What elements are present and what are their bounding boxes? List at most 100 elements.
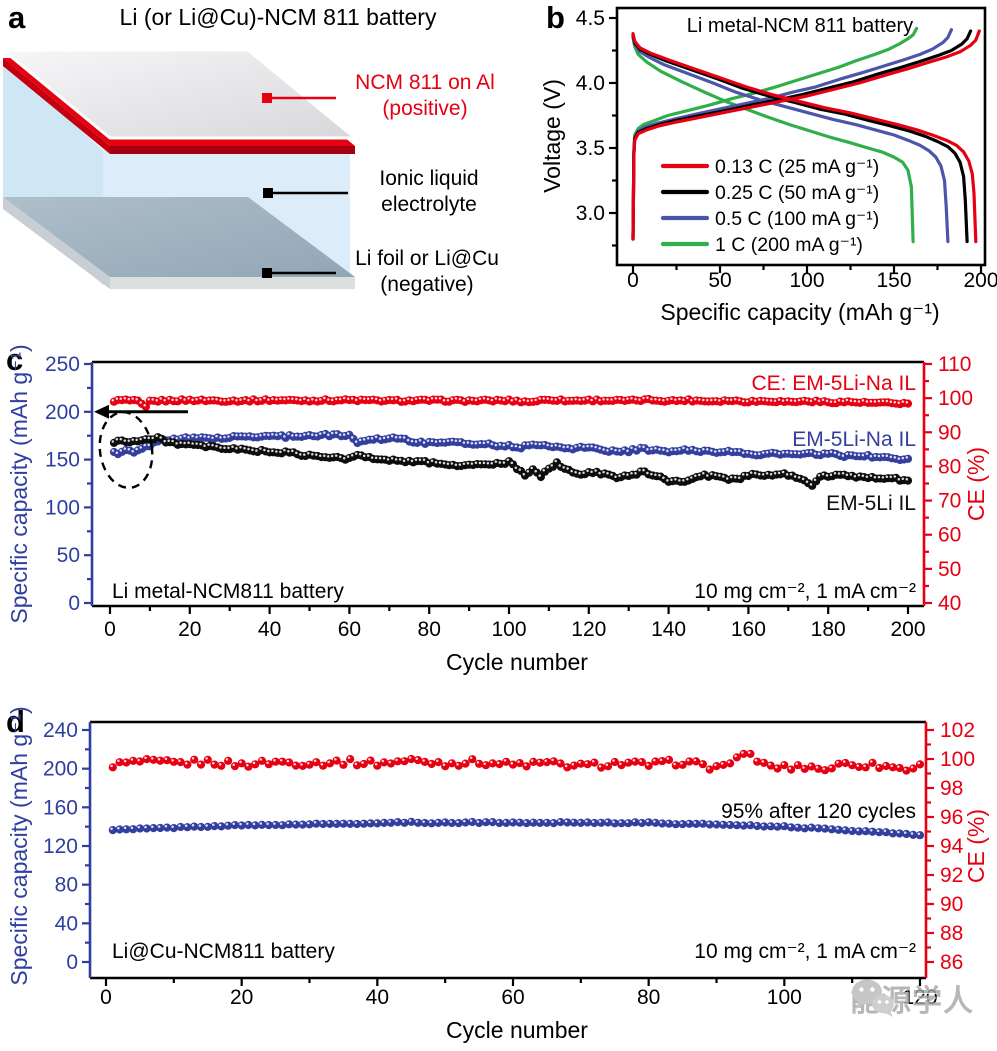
x-tick-label: 80	[418, 618, 441, 641]
right-axis-title: CE (%)	[963, 809, 989, 883]
cathode-front-edge	[110, 146, 355, 154]
right-axis-ticks	[926, 728, 934, 964]
cathode-left-edge	[3, 58, 110, 154]
right-tick-label: 80	[938, 455, 961, 478]
left-arrow-head	[94, 404, 109, 419]
right-tick-label: 86	[940, 951, 963, 974]
cycling-chart-li-cu: 0 20 40 60 80 100 120 Cycle number 0 40 80 120 160 20…	[6, 706, 989, 1043]
legend: 0.13 C (25 mA g⁻¹) 0.25 C (50 mA g⁻¹) 0.5 …	[660, 156, 879, 256]
right-tick-label: 92	[940, 864, 963, 887]
left-tick-label: 240	[43, 719, 78, 742]
panel-letter-b: b	[546, 0, 565, 35]
x-tick-label: 150	[876, 269, 911, 292]
left-axis-ticks	[84, 362, 92, 605]
marker-negative	[262, 268, 272, 278]
annotation-label_blue: EM-5Li-Na IL	[792, 428, 916, 451]
right-tick-label: 90	[940, 893, 963, 916]
panel-letter-d: d	[6, 704, 25, 739]
x-axis-ticks	[631, 265, 983, 273]
x-axis-ticks	[108, 606, 910, 614]
left-axis-title: Specific capacity (mAh g⁻¹)	[6, 344, 32, 623]
x-tick-label: 80	[637, 986, 660, 1009]
wechat-watermark: 能源学人	[850, 966, 997, 1030]
x-tick-label: 100	[491, 618, 526, 641]
voltage-capacity-chart: 0 50 100 150 200 Specific capacity (mAh g⁻¹) 3…	[540, 6, 997, 325]
x-tick-label: 200	[963, 269, 997, 292]
series-capacity-li-cu	[108, 817, 925, 840]
annotation-label_black: EM-5Li IL	[826, 492, 916, 515]
x-axis-title: Specific capacity (mAh g⁻¹)	[660, 299, 939, 325]
label-negative: Li foil or Li@Cu (negative)	[338, 246, 516, 298]
label-positive: NCM 811 on Al (positive)	[338, 70, 512, 122]
annotation-retention: 95% after 120 cycles	[721, 800, 916, 823]
x-tick-label: 200	[890, 618, 925, 641]
annotation-conditions: 10 mg cm⁻², 1 mA cm⁻²	[694, 580, 916, 603]
left-tick-label: 150	[45, 449, 80, 472]
legend-label: 0.5 C (100 mA g⁻¹)	[715, 208, 879, 230]
x-tick-label: 40	[366, 986, 389, 1009]
anode-left-edge	[3, 197, 110, 289]
series-capacity-em-5li-na	[109, 429, 913, 465]
x-tick-label: 20	[230, 986, 253, 1009]
right-axis-title: CE (%)	[963, 447, 989, 521]
right-tick-label: 100	[938, 387, 973, 410]
right-tick-label: 94	[940, 835, 964, 858]
y-axis-ticks	[609, 16, 617, 247]
y-axis-title: Voltage (V)	[540, 79, 565, 193]
x-tick-label: 180	[811, 618, 846, 641]
marker-positive	[262, 93, 272, 103]
curve-0.13-C-discharge	[631, 32, 978, 244]
label-negative-line1: Li foil or Li@Cu	[355, 247, 499, 270]
right-tick-label: 90	[938, 421, 961, 444]
right-tick-label: 50	[938, 558, 961, 581]
y-tick-label: 4.0	[576, 72, 605, 95]
label-electrolyte-line2: electrolyte	[381, 193, 477, 216]
x-tick-label: 120	[902, 986, 937, 1009]
series-capacity-em-5li	[109, 433, 913, 490]
x-tick-label: 120	[571, 618, 606, 641]
label-electrolyte-line1: Ionic liquid	[379, 167, 479, 190]
left-tick-label: 250	[45, 353, 80, 376]
x-tick-label: 0	[100, 986, 112, 1009]
right-tick-label: 70	[938, 490, 961, 513]
left-tick-label: 160	[43, 796, 78, 819]
y-tick-label: 3.0	[576, 202, 605, 225]
annotation-conditions: 10 mg cm⁻², 1 mA cm⁻²	[694, 940, 916, 963]
x-axis-title: Cycle number	[446, 649, 588, 675]
label-electrolyte: Ionic liquid electrolyte	[350, 166, 508, 218]
left-tick-label: 40	[55, 912, 78, 935]
anode-front-edge	[110, 277, 355, 289]
curve-0.25-C-discharge	[631, 33, 969, 244]
x-tick-label: 20	[178, 618, 201, 641]
right-tick-label: 98	[940, 777, 963, 800]
wechat-icon	[852, 979, 894, 1017]
x-axis-title: Cycle number	[446, 1017, 588, 1043]
legend-label: 0.13 C (25 mA g⁻¹)	[715, 156, 879, 178]
left-tick-label: 0	[68, 592, 80, 615]
left-tick-label: 120	[43, 835, 78, 858]
series-ce-em-5li-na	[109, 394, 913, 411]
curve-1-C-discharge	[631, 35, 915, 244]
panel-letter-c: c	[6, 342, 24, 377]
x-tick-label: 140	[651, 618, 686, 641]
left-tick-label: 80	[55, 874, 78, 897]
x-tick-label: 0	[627, 269, 639, 292]
right-tick-label: 96	[940, 806, 963, 829]
right-tick-label: 60	[938, 524, 961, 547]
y-tick-label: 4.5	[576, 7, 605, 30]
curve-1-C-charge	[631, 26, 919, 241]
x-tick-label: 0	[104, 618, 116, 641]
curve-0.5-C-discharge	[631, 34, 950, 244]
left-tick-label: 200	[43, 758, 78, 781]
y-tick-label: 3.5	[576, 137, 605, 160]
right-axis-ticks	[924, 362, 932, 605]
x-tick-label: 60	[501, 986, 524, 1009]
left-tick-label: 200	[45, 401, 80, 424]
x-tick-label: 100	[789, 269, 824, 292]
left-axis-title: Specific capacity (mAh g⁻¹)	[6, 706, 32, 985]
right-tick-label: 40	[938, 592, 961, 615]
x-axis-ticks	[104, 978, 922, 986]
x-tick-label: 100	[767, 986, 802, 1009]
right-tick-label: 100	[940, 748, 975, 771]
